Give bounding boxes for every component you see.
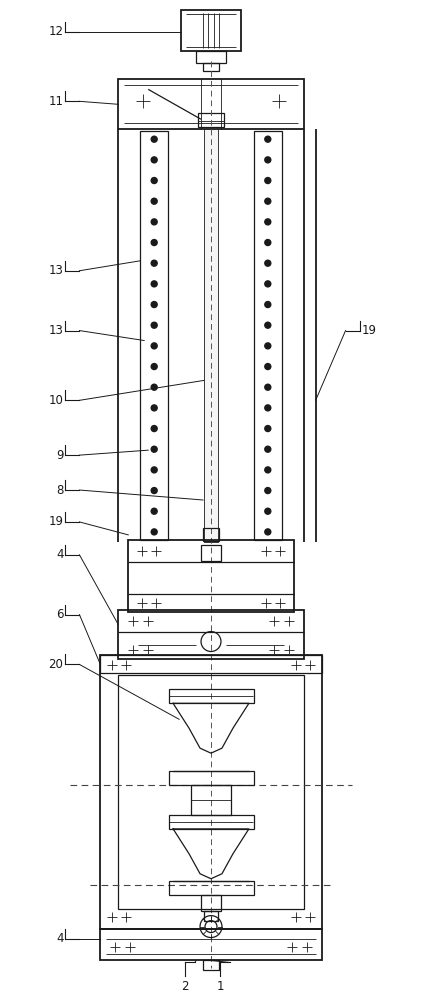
Circle shape — [265, 136, 271, 142]
Circle shape — [151, 446, 157, 452]
Text: 19: 19 — [48, 515, 64, 528]
Bar — [203, 528, 219, 541]
Circle shape — [265, 198, 271, 204]
Circle shape — [265, 260, 271, 266]
Text: 12: 12 — [48, 25, 64, 38]
Circle shape — [151, 467, 157, 473]
Circle shape — [265, 488, 271, 494]
Bar — [203, 960, 219, 970]
Bar — [118, 610, 304, 659]
Circle shape — [265, 281, 271, 287]
Circle shape — [265, 446, 271, 452]
Circle shape — [265, 405, 271, 411]
Bar — [254, 131, 282, 540]
Bar — [100, 929, 322, 960]
Bar — [118, 675, 304, 909]
Bar — [100, 655, 322, 929]
Bar — [204, 911, 218, 921]
Bar — [196, 51, 226, 63]
Circle shape — [265, 157, 271, 163]
Circle shape — [265, 219, 271, 225]
Bar — [169, 815, 254, 829]
Circle shape — [151, 178, 157, 184]
Bar — [191, 785, 231, 815]
Circle shape — [151, 136, 157, 142]
Bar — [204, 129, 218, 542]
Text: 6: 6 — [56, 608, 64, 621]
Bar — [201, 545, 221, 561]
Circle shape — [151, 219, 157, 225]
Text: 4: 4 — [56, 548, 64, 561]
Circle shape — [265, 529, 271, 535]
Circle shape — [151, 260, 157, 266]
Bar — [140, 131, 168, 540]
Circle shape — [151, 529, 157, 535]
Text: 20: 20 — [48, 658, 64, 671]
Text: 4: 4 — [56, 932, 64, 945]
Bar — [169, 881, 254, 895]
Bar — [128, 540, 294, 612]
Text: 2: 2 — [181, 980, 189, 993]
Bar — [169, 689, 254, 703]
Text: 11: 11 — [48, 95, 64, 108]
Circle shape — [265, 426, 271, 432]
Circle shape — [151, 384, 157, 390]
Circle shape — [151, 405, 157, 411]
Circle shape — [151, 364, 157, 370]
Circle shape — [265, 240, 271, 246]
Circle shape — [151, 157, 157, 163]
Text: 13: 13 — [48, 264, 64, 277]
Circle shape — [151, 508, 157, 514]
Bar — [203, 63, 219, 71]
Circle shape — [265, 343, 271, 349]
Circle shape — [151, 426, 157, 432]
Circle shape — [151, 240, 157, 246]
Bar — [181, 10, 241, 51]
Circle shape — [265, 364, 271, 370]
Circle shape — [265, 302, 271, 308]
Circle shape — [151, 488, 157, 494]
Circle shape — [151, 281, 157, 287]
Circle shape — [151, 322, 157, 328]
Text: 13: 13 — [48, 324, 64, 337]
Circle shape — [265, 322, 271, 328]
Text: 1: 1 — [216, 980, 224, 993]
Bar — [201, 895, 221, 911]
Circle shape — [265, 467, 271, 473]
Circle shape — [151, 302, 157, 308]
Bar — [169, 771, 254, 785]
Text: 8: 8 — [56, 484, 64, 497]
Text: 19: 19 — [362, 324, 376, 337]
Circle shape — [151, 198, 157, 204]
Circle shape — [265, 384, 271, 390]
Circle shape — [151, 343, 157, 349]
Text: 9: 9 — [56, 449, 64, 462]
Bar — [118, 79, 304, 129]
Bar — [198, 113, 224, 127]
Circle shape — [265, 508, 271, 514]
Text: 10: 10 — [48, 394, 64, 407]
Bar — [100, 655, 322, 673]
Circle shape — [265, 178, 271, 184]
